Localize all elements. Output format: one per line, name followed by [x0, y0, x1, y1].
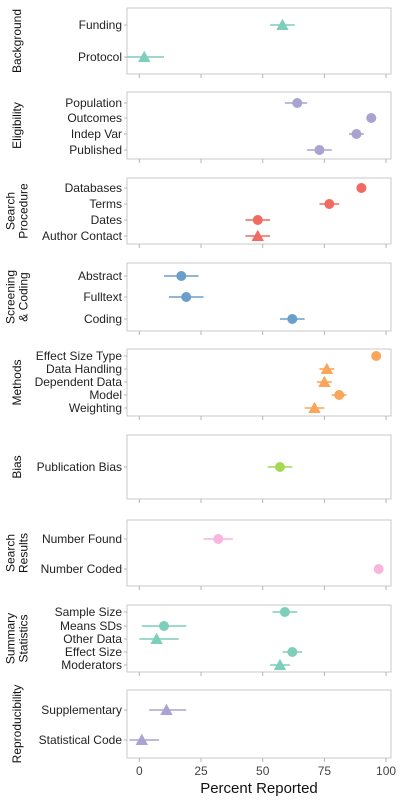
point-triangle [308, 401, 321, 413]
point-circle [366, 113, 377, 123]
point-triangle [150, 632, 163, 644]
x-tick-label: 75 [318, 764, 332, 778]
x-tick-label: 25 [194, 764, 208, 778]
x-tick-label: 50 [256, 764, 270, 778]
row-label: Number Coded [41, 562, 122, 576]
point-circle [373, 564, 384, 574]
panel-5: Bias Publication Bias [10, 434, 392, 503]
x-tick-label: 100 [376, 764, 396, 778]
panel-2: SearchProcedure Databases Terms Dates Author… [4, 177, 392, 248]
row-label: Effect Size [65, 645, 122, 659]
point-triangle [320, 362, 334, 374]
point-circle [213, 534, 224, 544]
group-title: Background [10, 9, 24, 73]
row-label: Sample Size [55, 605, 123, 619]
point-triangle [276, 18, 289, 30]
group-title: SummaryStatistics [4, 613, 31, 664]
group-title: Screening& Coding [4, 270, 31, 324]
row-label: Weighting [69, 401, 122, 415]
row-label: Databases [65, 181, 122, 195]
row-label: Indep Var [71, 127, 122, 141]
group-title: SearchResults [4, 533, 31, 573]
group-title: Methods [10, 359, 24, 405]
row-label: Coding [84, 312, 122, 326]
row-label: Number Found [42, 532, 122, 546]
point-circle [351, 129, 362, 139]
panel-6: SearchResults Number Found Number Coded [4, 519, 392, 590]
row-label: Publication Bias [37, 460, 122, 474]
point-circle [159, 621, 170, 631]
row-label: Effect Size Type [36, 349, 123, 363]
panel-frame [126, 519, 392, 587]
row-label: Abstract [78, 269, 123, 283]
row-label: Model [89, 388, 122, 402]
x-tick-label: 0 [136, 764, 143, 778]
row-label: Dependent Data [35, 375, 123, 389]
point-triangle [251, 229, 264, 241]
point-triangle [160, 703, 173, 715]
group-title: SearchProcedure [4, 183, 31, 239]
panel-8: Reproducibility Supplementary Statistical … [10, 685, 392, 764]
row-label: Author Contact [42, 229, 123, 243]
point-circle [279, 607, 290, 617]
group-title: Bias [10, 455, 24, 478]
group-title: Eligibility [10, 102, 24, 149]
point-circle [314, 145, 325, 155]
point-circle [324, 199, 335, 209]
row-label: Fulltext [83, 290, 122, 304]
row-label: Means SDs [60, 619, 122, 633]
panel-frame [126, 689, 392, 759]
panel-frame [126, 7, 392, 75]
point-triangle [273, 658, 287, 670]
row-label: Outcomes [67, 111, 122, 125]
point-circle [334, 390, 345, 400]
panel-frame [126, 262, 392, 332]
row-label: Data Handling [46, 362, 122, 376]
panel-frame [126, 348, 392, 417]
point-triangle [138, 50, 151, 62]
point-circle [371, 351, 382, 361]
point-circle [181, 292, 192, 302]
row-label: Population [65, 96, 122, 110]
point-triangle [135, 733, 149, 745]
point-triangle [318, 375, 331, 387]
point-circle [356, 183, 367, 193]
row-label: Funding [79, 18, 122, 32]
row-label: Published [69, 143, 122, 157]
row-label: Moderators [61, 658, 122, 672]
x-axis-title: Percent Reported [200, 780, 318, 797]
row-label: Other Data [63, 632, 122, 646]
point-circle [292, 98, 303, 108]
row-label: Terms [89, 197, 122, 211]
point-circle [252, 215, 263, 225]
row-label: Protocol [78, 50, 122, 64]
panel-frame [126, 91, 392, 160]
panel-3: Screening& Coding Abstract Fulltext Coding [4, 262, 392, 335]
point-circle [287, 314, 298, 324]
panel-0: Background Funding Protocol [10, 7, 392, 78]
panel-frame [126, 434, 392, 500]
group-title: Reproducibility [10, 685, 24, 764]
point-circle [176, 271, 187, 281]
point-circle [287, 647, 298, 657]
row-label: Statistical Code [39, 733, 123, 747]
row-label: Supplementary [41, 703, 122, 717]
row-label: Dates [91, 213, 122, 227]
point-circle [274, 462, 285, 472]
